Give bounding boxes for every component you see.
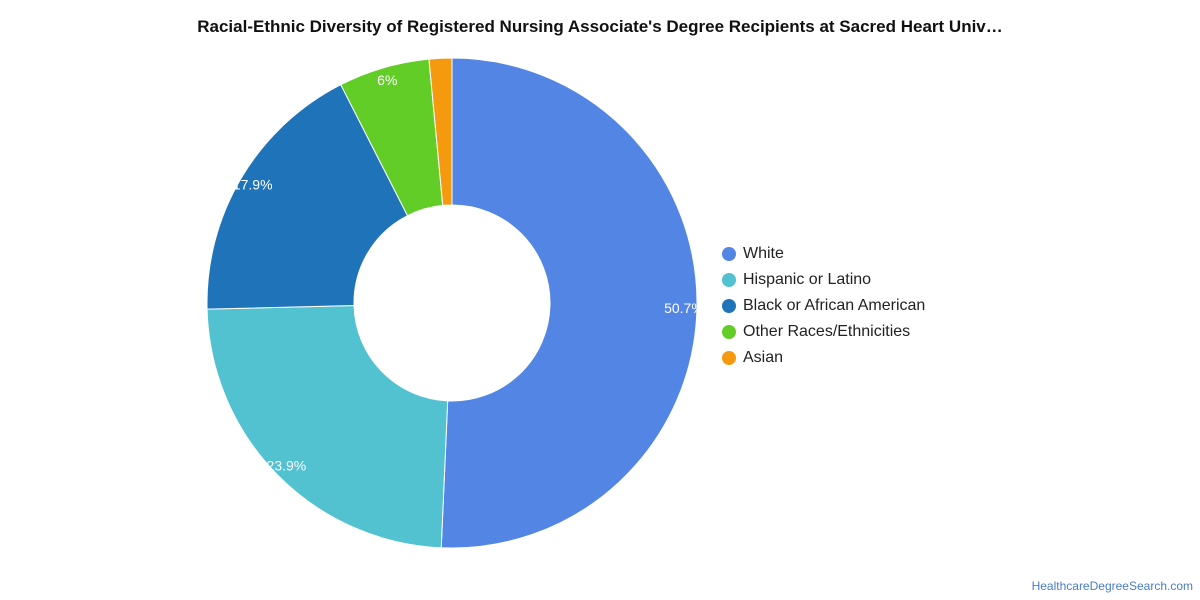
- slice-labels: 50.7% 23.9% 17.9% 6%: [233, 72, 704, 473]
- slice-label: 6%: [377, 72, 397, 88]
- slice-hispanic-or-latino[interactable]: [206, 304, 449, 549]
- legend-label: White: [743, 245, 784, 262]
- slice-white[interactable]: [440, 57, 698, 549]
- legend-label: Hispanic or Latino: [743, 271, 872, 288]
- legend-swatch: [722, 325, 736, 339]
- source-credit[interactable]: HealthcareDegreeSearch.com: [1031, 579, 1193, 593]
- chart-legend: White Hispanic or Latino Black or African …: [722, 241, 925, 371]
- slice-asian[interactable]: [428, 57, 453, 206]
- slice-label: 17.9%: [233, 176, 273, 192]
- legend-item[interactable]: Other Races/Ethnicities: [722, 319, 925, 345]
- legend-item[interactable]: Asian: [722, 345, 925, 371]
- legend-label: Asian: [743, 349, 784, 366]
- legend-swatch: [722, 351, 736, 365]
- donut-slices: [206, 57, 698, 549]
- legend-label: Black or African American: [743, 297, 926, 314]
- chart-title: Racial-Ethnic Diversity of Registered Nu…: [197, 17, 1003, 36]
- slice-label: 50.7%: [664, 300, 704, 316]
- legend-swatch: [722, 273, 736, 287]
- legend-item[interactable]: Black or African American: [722, 293, 925, 319]
- legend-item[interactable]: White: [722, 241, 925, 267]
- slice-black-or-african-american[interactable]: [206, 84, 409, 310]
- legend-swatch: [722, 247, 736, 261]
- legend-label: Other Races/Ethnicities: [743, 323, 911, 340]
- slice-label: 23.9%: [267, 457, 307, 473]
- legend-swatch: [722, 299, 736, 313]
- legend-item[interactable]: Hispanic or Latino: [722, 267, 925, 293]
